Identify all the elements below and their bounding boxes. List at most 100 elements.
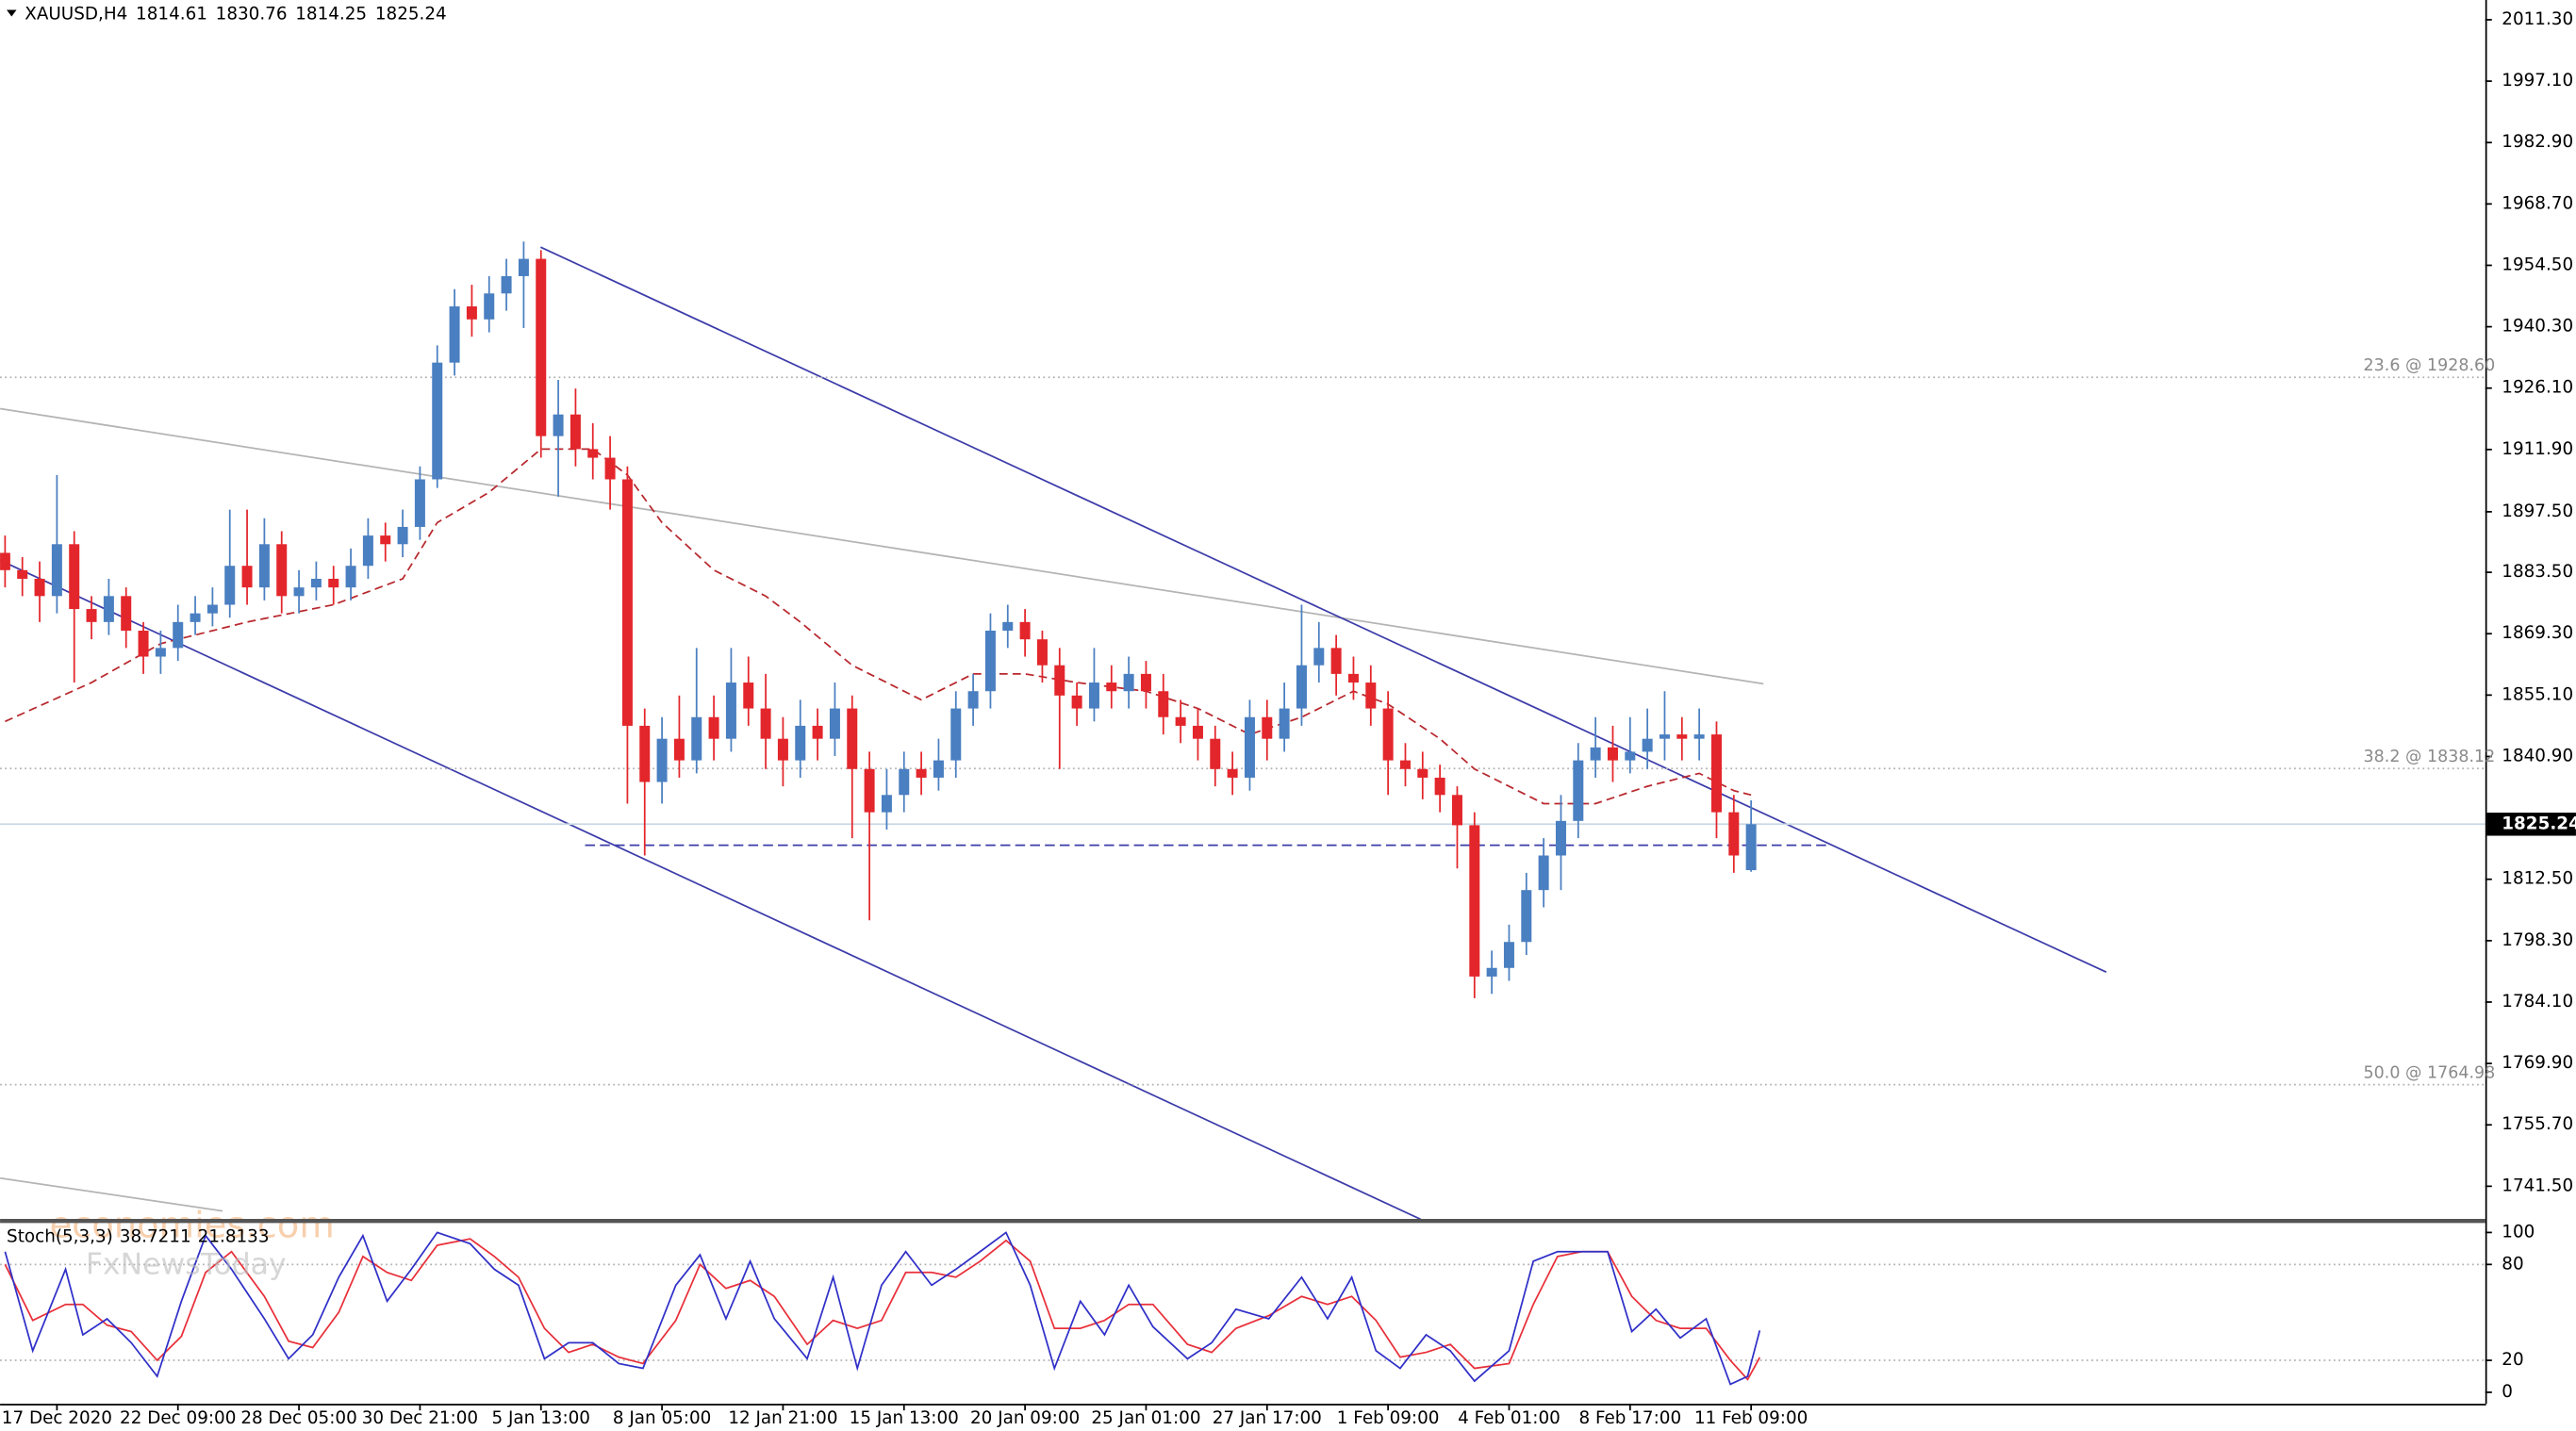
symbol: XAUUSD,H4 bbox=[25, 5, 127, 25]
candle-body bbox=[17, 569, 28, 579]
x-tick-label: 12 Jan 21:00 bbox=[728, 1408, 837, 1428]
candle-body bbox=[812, 725, 823, 739]
candle-body bbox=[1088, 683, 1099, 709]
candle-body bbox=[604, 457, 616, 480]
candle-body bbox=[1693, 734, 1705, 739]
candle-body bbox=[155, 648, 166, 657]
candle-body bbox=[587, 449, 599, 458]
candle-body bbox=[69, 544, 80, 610]
candle-body bbox=[1573, 760, 1584, 821]
candle-body bbox=[484, 293, 495, 320]
candle-body bbox=[1347, 673, 1359, 683]
chart-header: XAUUSD,H4 1814.61 1830.76 1814.25 1825.24 bbox=[25, 5, 446, 25]
close-value: 1825.24 bbox=[375, 5, 447, 25]
candle-body bbox=[639, 725, 651, 782]
x-tick-label: 22 Dec 09:00 bbox=[120, 1408, 236, 1428]
candle-body bbox=[328, 578, 339, 588]
x-tick-label: 15 Jan 13:00 bbox=[850, 1408, 959, 1428]
high-value: 1830.76 bbox=[216, 5, 288, 25]
watermark: economies.com bbox=[49, 1205, 334, 1247]
x-tick-label: 1 Feb 09:00 bbox=[1337, 1408, 1440, 1428]
trend-line bbox=[0, 1176, 223, 1212]
candle-body bbox=[397, 526, 408, 545]
low-value: 1814.25 bbox=[295, 5, 367, 25]
candle-body bbox=[1140, 673, 1151, 692]
x-tick-label: 27 Jan 17:00 bbox=[1213, 1408, 1322, 1428]
candle-body bbox=[206, 604, 218, 614]
candle-body bbox=[1521, 890, 1532, 943]
candle-body bbox=[916, 768, 927, 778]
candle-body bbox=[864, 768, 875, 813]
candle-body bbox=[1676, 734, 1688, 739]
x-tick-label: 20 Jan 09:00 bbox=[970, 1408, 1080, 1428]
candle-body bbox=[1296, 665, 1307, 709]
x-tick-label: 11 Feb 09:00 bbox=[1694, 1408, 1808, 1428]
candle-body bbox=[276, 544, 288, 597]
candle-body bbox=[190, 613, 201, 622]
candle-body bbox=[173, 621, 184, 649]
stoch-y-label: 100 bbox=[2502, 1222, 2535, 1242]
candle-body bbox=[1538, 855, 1549, 891]
candle-body bbox=[1071, 695, 1082, 709]
candle-body bbox=[1210, 738, 1221, 769]
y-tick-label: 1869.30 bbox=[2502, 623, 2573, 643]
current-price-box bbox=[2486, 813, 2576, 836]
candle-body bbox=[795, 725, 806, 761]
open-value: 1814.61 bbox=[136, 5, 207, 25]
candle-body bbox=[518, 258, 529, 276]
candle-body bbox=[708, 716, 719, 739]
candle-body bbox=[933, 760, 944, 778]
candle-body bbox=[1382, 708, 1394, 761]
candle-body bbox=[691, 716, 702, 761]
candle-body bbox=[51, 544, 62, 597]
candle-body bbox=[1244, 716, 1255, 778]
channel-line bbox=[0, 559, 1422, 1220]
moving-average bbox=[5, 448, 1752, 805]
candle-body bbox=[432, 362, 443, 480]
y-tick-label: 1982.90 bbox=[2502, 132, 2573, 152]
candle-body bbox=[293, 587, 305, 597]
candle-body bbox=[310, 578, 322, 588]
y-tick-label: 1784.10 bbox=[2502, 992, 2573, 1012]
y-tick-label: 1798.30 bbox=[2502, 930, 2573, 950]
candle-body bbox=[621, 479, 633, 726]
y-tick-label: 1997.10 bbox=[2502, 71, 2573, 90]
candle-body bbox=[1451, 795, 1462, 826]
candle-body bbox=[1434, 777, 1445, 796]
y-tick-label: 1741.50 bbox=[2502, 1176, 2573, 1195]
candle-body bbox=[1313, 648, 1325, 666]
candle-body bbox=[103, 596, 114, 622]
candle-body bbox=[1002, 621, 1014, 632]
candle-body bbox=[1625, 751, 1636, 761]
current-price-label: 1825.24 bbox=[2502, 814, 2576, 833]
candle-body bbox=[224, 566, 236, 605]
candle-body bbox=[1175, 716, 1186, 726]
stoch-main-value: 38.7211 bbox=[120, 1227, 191, 1247]
candle-body bbox=[1659, 734, 1670, 739]
candle-body bbox=[1106, 683, 1117, 692]
candle-body bbox=[984, 631, 996, 692]
candle-body bbox=[1728, 812, 1740, 856]
candle-body bbox=[725, 683, 736, 739]
stoch-signal-value: 21.8133 bbox=[198, 1227, 270, 1247]
channel-line bbox=[539, 246, 2107, 974]
candle-body bbox=[362, 535, 373, 567]
candle-body bbox=[1279, 708, 1290, 739]
candle-body bbox=[345, 566, 356, 588]
stoch-y-label: 20 bbox=[2502, 1350, 2523, 1370]
x-tick-label: 5 Jan 13:00 bbox=[492, 1408, 590, 1428]
fib-label: 50.0 @ 1764.98 bbox=[2364, 1063, 2496, 1082]
x-tick-label: 30 Dec 21:00 bbox=[362, 1408, 478, 1428]
y-tick-label: 1897.50 bbox=[2502, 502, 2573, 521]
menu-arrow[interactable] bbox=[7, 9, 17, 17]
candle-body bbox=[1590, 747, 1601, 761]
candle-body bbox=[1469, 825, 1480, 977]
candle-body bbox=[1642, 738, 1653, 752]
candle-body bbox=[414, 479, 425, 527]
y-tick-label: 1855.10 bbox=[2502, 684, 2573, 704]
fib-label: 38.2 @ 1838.12 bbox=[2364, 748, 2496, 766]
candle-body bbox=[1330, 648, 1342, 674]
y-tick-label: 1769.90 bbox=[2502, 1053, 2573, 1073]
candle-body bbox=[86, 609, 97, 622]
